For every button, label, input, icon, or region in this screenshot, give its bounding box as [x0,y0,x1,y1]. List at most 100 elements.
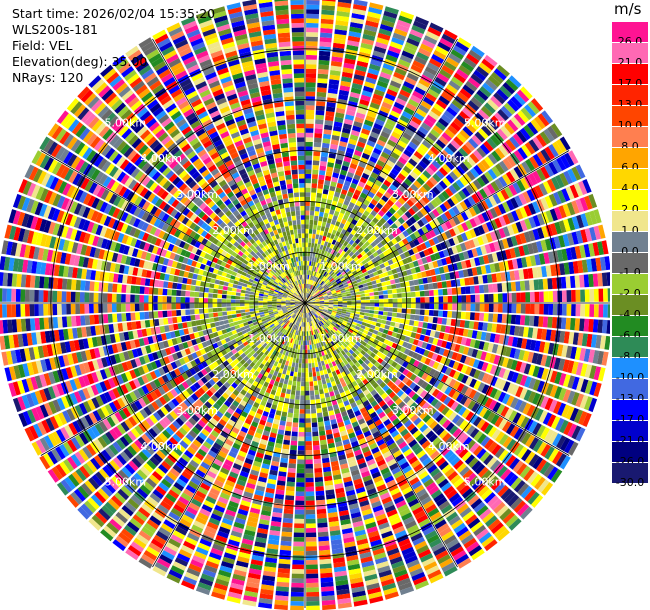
velocity-gate [582,412,592,427]
velocity-gate [308,294,312,299]
velocity-gate [483,140,494,152]
velocity-gate [574,245,582,259]
velocity-gate [312,440,320,446]
velocity-gate [310,285,313,290]
velocity-gate [306,569,319,574]
velocity-gate [383,163,393,172]
velocity-gate [308,289,311,294]
velocity-gate [354,313,360,318]
velocity-gate [311,280,314,285]
velocity-gate [295,362,299,368]
velocity-gate [324,120,334,126]
velocity-gate [476,146,487,158]
velocity-gate [359,132,369,140]
velocity-gate [368,254,375,260]
velocity-gate [331,289,336,293]
velocity-gate [441,258,448,266]
velocity-gate [332,47,345,54]
velocity-gate [406,297,412,303]
velocity-gate [477,433,487,444]
velocity-gate [305,418,311,423]
velocity-gate [350,87,362,95]
velocity-gate [427,395,435,404]
velocity-gate [325,175,332,182]
velocity-gate [577,332,584,346]
velocity-gate [477,236,485,246]
velocity-gate [520,485,533,499]
velocity-gate [459,320,466,328]
velocity-gate [486,323,493,332]
velocity-gate [421,156,431,166]
velocity-gate [364,274,370,280]
velocity-gate [464,387,473,397]
velocity-gate [531,242,539,254]
velocity-gate [328,304,334,306]
velocity-gate [307,260,310,266]
velocity-gate [523,468,535,482]
velocity-gate [474,340,481,349]
velocity-gate [347,305,352,308]
velocity-gate [311,417,318,423]
velocity-gate [425,417,435,427]
velocity-gate [419,284,425,291]
velocity-gate [575,427,586,442]
velocity-gate [306,303,311,305]
velocity-gate [536,380,545,393]
velocity-gate [421,440,431,450]
velocity-gate [513,150,524,162]
velocity-gate [465,338,472,347]
velocity-gate [326,281,331,285]
velocity-gate [581,259,588,273]
velocity-gate [505,423,516,435]
velocity-gate [305,464,313,469]
velocity-gate [361,152,370,160]
velocity-gate [397,401,406,409]
velocity-gate [421,271,427,278]
velocity-gate [311,291,315,296]
velocity-gate [401,245,408,253]
velocity-gate [429,22,444,33]
velocity-gate [404,319,410,325]
velocity-gate [359,344,365,350]
velocity-gate [318,179,324,185]
velocity-gate [319,165,327,171]
velocity-gate [528,377,537,390]
velocity-gate [409,373,417,382]
velocity-gate [339,326,345,331]
velocity-gate [341,132,350,139]
velocity-gate [448,411,458,422]
velocity-gate [348,265,354,270]
velocity-gate [359,287,365,292]
velocity-gate [329,185,336,192]
velocity-gate [412,339,419,346]
velocity-gate [316,87,327,93]
velocity-gate [327,194,334,201]
velocity-gate [346,270,352,275]
velocity-gate [306,302,311,303]
velocity-gate [417,258,424,266]
velocity-gate [406,37,420,47]
velocity-gate [296,473,305,478]
velocity-gate [386,218,394,226]
velocity-gate [294,523,305,529]
velocity-gate [435,354,443,363]
velocity-gate [324,180,331,186]
velocity-gate [554,386,563,400]
velocity-gate [481,372,490,383]
velocity-gate [277,568,290,574]
velocity-gate [399,136,410,145]
velocity-gate [441,446,451,457]
velocity-gate [443,200,452,210]
velocity-gate [455,244,463,253]
velocity-gate [476,202,485,213]
velocity-gate [314,123,323,129]
velocity-gate [529,279,535,291]
velocity-gate [308,289,311,294]
velocity-gate [477,371,486,381]
velocity-gate [376,282,382,288]
velocity-gate [349,26,363,34]
velocity-gate [383,307,389,312]
velocity-gate [460,337,467,346]
velocity-gate [312,309,317,313]
velocity-gate [352,154,361,161]
